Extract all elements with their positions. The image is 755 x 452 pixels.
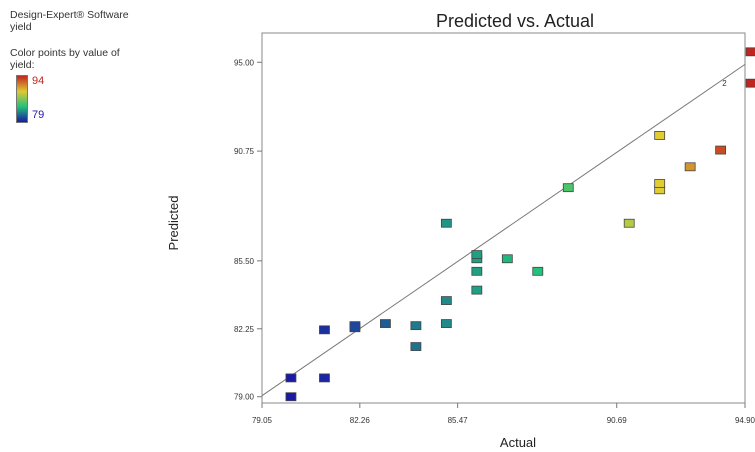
legend-low-value: 79 — [32, 109, 45, 121]
data-point — [410, 321, 422, 331]
data-point — [440, 296, 452, 305]
y-axis-title: Predicted — [166, 196, 181, 251]
data-point — [654, 131, 666, 140]
data-point — [319, 325, 330, 335]
x-tick-label: 94.90 — [735, 416, 755, 425]
data-point — [562, 183, 574, 193]
data-point — [380, 319, 391, 328]
x-tick-label: 79.05 — [252, 416, 273, 425]
data-point — [285, 392, 297, 402]
data-points — [285, 47, 755, 402]
data-point — [471, 250, 483, 259]
y-tick-label: 90.75 — [234, 147, 255, 156]
data-point — [684, 162, 696, 172]
y-axis: 79.00 82.25 85.50 90.75 95.00 — [234, 58, 262, 402]
info-panel: Design-Expert® Software yield Color poin… — [10, 9, 180, 127]
data-point — [471, 266, 483, 276]
data-point — [745, 47, 755, 57]
legend-high-value: 94 — [32, 75, 45, 87]
data-point — [654, 179, 666, 188]
data-point — [440, 319, 452, 328]
plot-frame — [261, 32, 746, 404]
data-point — [715, 145, 727, 155]
x-axis-title: Actual — [500, 435, 536, 450]
point-count-annotation: 2 — [722, 79, 727, 88]
data-point — [285, 373, 297, 383]
color-legend: 94 79 — [10, 73, 180, 127]
y-tick-label: 95.00 — [234, 58, 255, 67]
data-point — [532, 266, 544, 276]
x-tick-label: 82.26 — [350, 416, 371, 425]
data-point — [471, 285, 483, 295]
color-by-label: Color points by value of — [10, 47, 120, 59]
y-tick-label: 85.50 — [234, 257, 255, 266]
data-point — [319, 373, 330, 383]
color-scale-bar — [16, 75, 28, 123]
x-axis: 79.05 82.26 85.47 90.69 94.90 — [252, 403, 755, 425]
data-point — [501, 254, 513, 264]
annotations: 2 — [722, 79, 727, 88]
data-point — [623, 218, 635, 228]
data-point — [440, 218, 452, 228]
y-tick-label: 79.00 — [234, 393, 255, 402]
software-name: Design-Expert® Software — [10, 9, 129, 21]
color-block: Color points by value of yield: 94 79 — [10, 47, 180, 127]
data-point — [349, 321, 361, 331]
chart-title: Predicted vs. Actual — [436, 11, 594, 31]
data-point — [410, 342, 422, 351]
y-tick-label: 82.25 — [234, 325, 255, 334]
response-name: yield — [10, 21, 32, 33]
x-tick-label: 85.47 — [448, 416, 469, 425]
reference-line — [261, 63, 746, 397]
data-point — [745, 78, 755, 88]
color-by-variable: yield: — [10, 59, 35, 71]
software-block: Design-Expert® Software yield — [10, 9, 180, 33]
x-tick-label: 90.69 — [607, 416, 628, 425]
